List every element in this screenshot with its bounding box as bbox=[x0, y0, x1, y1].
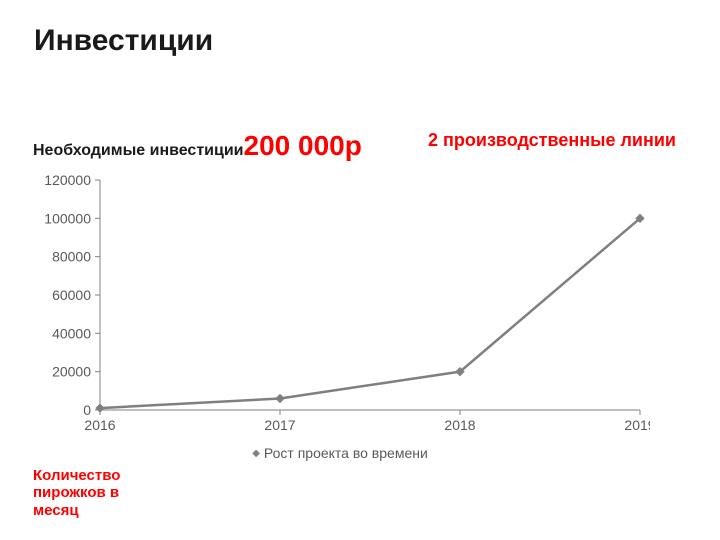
chart-svg: 0 20000 40000 60000 80000 100000 120000 2016 201… bbox=[30, 170, 650, 440]
svg-text:2018: 2018 bbox=[444, 417, 475, 433]
investment-subtitle: Необходимые инвестиции 200 000р bbox=[33, 130, 362, 162]
svg-text:0: 0 bbox=[83, 402, 91, 418]
slide: Инвестиции Необходимые инвестиции 200 00… bbox=[0, 0, 720, 540]
growth-chart: 0 20000 40000 60000 80000 100000 120000 2016 201… bbox=[30, 170, 650, 440]
production-lines-note: 2 производственные линии bbox=[428, 130, 676, 151]
investment-amount: 200 000р bbox=[244, 130, 362, 162]
chart-legend: ◆ Рост проекта во времени bbox=[30, 445, 650, 461]
svg-text:2019: 2019 bbox=[624, 417, 650, 433]
svg-text:60000: 60000 bbox=[52, 287, 91, 303]
legend-marker-icon: ◆ bbox=[252, 448, 260, 459]
investment-label: Необходимые инвестиции bbox=[33, 142, 244, 160]
page-title: Инвестиции bbox=[34, 24, 213, 58]
svg-text:40000: 40000 bbox=[52, 325, 91, 341]
svg-text:20000: 20000 bbox=[52, 364, 91, 380]
legend-series-label: Рост проекта во времени bbox=[264, 445, 428, 461]
svg-text:80000: 80000 bbox=[52, 249, 91, 265]
svg-text:2016: 2016 bbox=[84, 417, 115, 433]
svg-text:100000: 100000 bbox=[44, 210, 91, 226]
svg-text:120000: 120000 bbox=[44, 172, 91, 188]
svg-text:2017: 2017 bbox=[264, 417, 295, 433]
y-axis-caption: Количество пирожков в месяц bbox=[33, 467, 120, 519]
